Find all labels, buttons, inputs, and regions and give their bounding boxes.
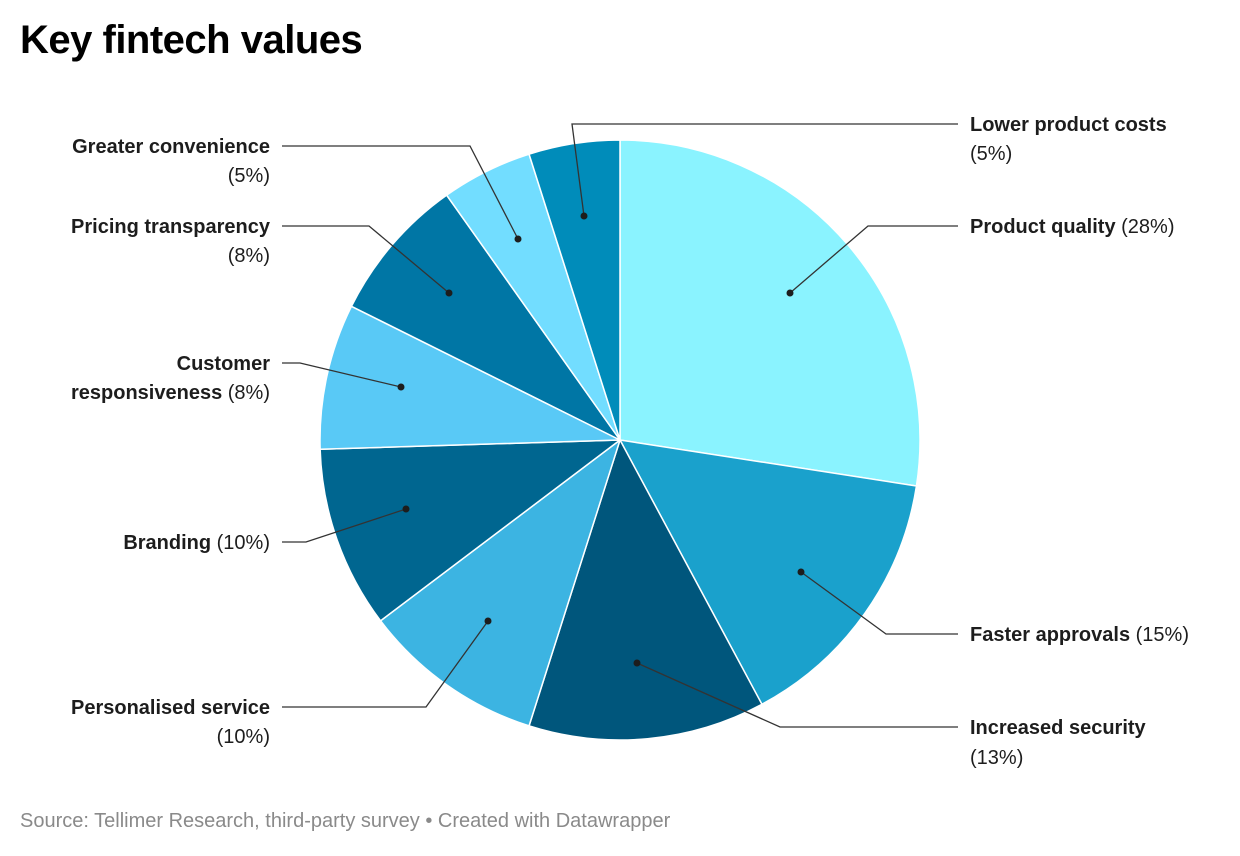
leader-line-personalised-service xyxy=(282,620,489,708)
leader-line-greater-convenience xyxy=(282,145,519,240)
slice-label-product-quality: Product quality (28%) xyxy=(970,216,1174,238)
slice-label-lower-product-costs: Lower product costs xyxy=(970,114,1167,136)
leader-dot-pricing-transparency xyxy=(445,289,453,297)
slice-label-branding: Branding (10%) xyxy=(123,532,270,554)
slice-label-greater-convenience: Greater convenience xyxy=(72,136,270,158)
leader-dot-faster-approvals xyxy=(797,568,805,576)
leader-dot-lower-product-costs xyxy=(580,212,588,220)
slice-value-increased-security: (13%) xyxy=(970,747,1023,769)
leader-line-pricing-transparency xyxy=(282,225,450,294)
leader-lines xyxy=(282,123,958,728)
pie-slice-branding xyxy=(319,439,621,622)
leader-line-branding xyxy=(282,508,407,543)
leader-dot-increased-security xyxy=(633,659,641,667)
leader-dot-branding xyxy=(402,505,410,513)
leader-line-customer-responsiveness xyxy=(282,362,402,388)
slice-label-rest-customer-responsiveness: responsiveness (8%) xyxy=(71,382,270,404)
leader-dot-greater-convenience xyxy=(514,235,522,243)
leader-dot-customer-responsiveness xyxy=(397,383,405,391)
slice-value-lower-product-costs: (5%) xyxy=(970,143,1012,165)
pie-slice-product-quality xyxy=(619,139,921,487)
slice-label-increased-security: Increased security xyxy=(970,717,1147,739)
slice-label-personalised-service: Personalised service xyxy=(71,697,270,719)
pie-slice-customer-responsiveness xyxy=(319,305,621,450)
slice-value-pricing-transparency: (8%) xyxy=(228,245,270,267)
slice-label-faster-approvals: Faster approvals (15%) xyxy=(970,624,1189,646)
slice-value-personalised-service: (10%) xyxy=(217,726,270,748)
leader-line-product-quality xyxy=(789,225,958,294)
pie-slice-increased-security xyxy=(528,439,763,741)
slice-labels: Product quality (28%) Faster approvals (1… xyxy=(71,114,1189,769)
source-footer: Source: Tellimer Research, third-party s… xyxy=(20,810,671,832)
slice-label-customer-responsiveness: Customer xyxy=(177,353,271,375)
leader-dot-product-quality xyxy=(786,289,794,297)
leader-line-increased-security xyxy=(636,662,958,728)
pie-slice-personalised-service xyxy=(379,439,621,727)
chart-title: Key fintech values xyxy=(20,18,363,62)
leader-dot-personalised-service xyxy=(484,617,492,625)
pie-slice-faster-approvals xyxy=(619,439,918,706)
leader-line-faster-approvals xyxy=(800,571,958,635)
slice-label-pricing-transparency: Pricing transparency xyxy=(71,216,271,238)
leader-line-lower-product-costs xyxy=(571,123,958,217)
pie-slices xyxy=(319,139,921,741)
slice-value-greater-convenience: (5%) xyxy=(228,165,270,187)
